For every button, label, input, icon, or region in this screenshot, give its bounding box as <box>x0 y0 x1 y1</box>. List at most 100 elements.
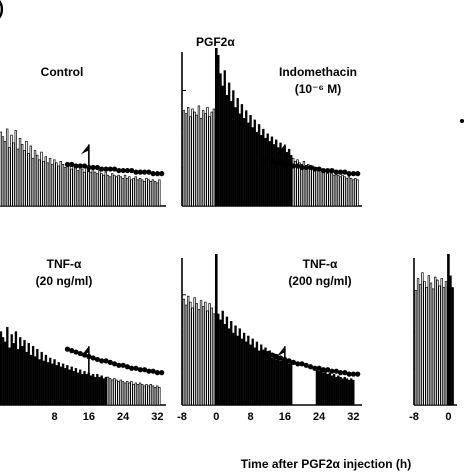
bar-open <box>89 171 92 207</box>
bar-solid <box>335 376 338 406</box>
panels: Control Indomethacin (10⁻⁶ M) 8 16 24 32 TNF-α (… <box>0 48 457 423</box>
marker-dot <box>111 166 118 172</box>
marker-dot <box>342 169 348 175</box>
bar-solid <box>51 363 54 406</box>
bar-open <box>197 309 201 406</box>
bar-solid <box>322 372 325 406</box>
bar-solid <box>89 375 93 406</box>
bar-open <box>134 382 137 406</box>
x-tick-label: 0 <box>445 411 451 423</box>
bar-open <box>25 140 28 207</box>
bar-solid <box>281 150 284 207</box>
bar-solid <box>249 344 252 406</box>
bar-open <box>324 170 327 207</box>
bar-open <box>326 173 329 207</box>
marker-dot <box>273 353 279 360</box>
bar-open <box>202 306 205 406</box>
bar-solid <box>74 368 78 406</box>
bar-open <box>197 105 201 207</box>
bar-open <box>206 310 209 406</box>
bar-solid <box>330 375 334 406</box>
bar-open <box>429 282 433 406</box>
bar-open <box>352 179 355 207</box>
bar-open <box>111 379 114 406</box>
marker-dot <box>133 365 139 371</box>
bar-open <box>31 157 35 207</box>
marker-dot <box>146 368 152 374</box>
bar-open <box>436 279 439 406</box>
bar-open <box>151 179 155 207</box>
bar-open <box>156 385 159 406</box>
marker-dot <box>154 370 161 376</box>
marker-dot <box>290 359 297 365</box>
bar-solid <box>328 372 331 406</box>
marker-dot <box>342 370 348 376</box>
marker-dot <box>346 171 352 177</box>
marker-dot <box>329 368 335 374</box>
bar-solid <box>66 365 69 406</box>
bar-open <box>187 295 190 406</box>
bar-solid <box>217 54 220 207</box>
bar-open <box>40 151 43 207</box>
marker-dot <box>316 365 322 371</box>
bar-solid <box>347 379 351 406</box>
bar-solid <box>230 321 233 406</box>
bar-open <box>104 171 107 207</box>
bar-solid <box>272 144 276 207</box>
bar-solid <box>59 366 63 406</box>
bar-open <box>304 165 308 207</box>
bar-solid <box>236 335 239 406</box>
bar-solid <box>287 148 291 207</box>
bar-open <box>81 168 84 207</box>
bar-open <box>108 176 112 207</box>
bar-solid <box>42 360 45 406</box>
marker-dot <box>69 348 75 354</box>
bar-open <box>98 170 101 207</box>
bar-open <box>123 174 127 207</box>
marker-dot <box>329 167 335 174</box>
panel-mid-middle: -8 0 8 16 24 32 TNF-α (200 ng/ml) <box>177 254 362 423</box>
bar-open <box>419 284 422 406</box>
bar-open <box>153 181 157 207</box>
marker-dot <box>307 164 314 171</box>
bar-open <box>212 108 216 207</box>
bar-open <box>294 160 297 207</box>
bar-open <box>14 130 17 207</box>
bar-open <box>134 176 137 207</box>
marker-dot <box>337 169 344 175</box>
bar-open <box>136 179 140 207</box>
x-tick-label: 16 <box>279 411 291 423</box>
bar-open <box>337 174 340 207</box>
bar-solid <box>55 365 58 406</box>
bar-solid <box>68 369 71 406</box>
x-tick-label: 24 <box>313 411 326 423</box>
marker-dot <box>69 161 75 168</box>
bar-solid <box>240 338 244 406</box>
bar-open <box>442 287 446 406</box>
bar-open <box>431 288 435 406</box>
bar-solid <box>104 376 108 406</box>
marker-dot <box>325 367 331 373</box>
bar-solid <box>14 331 18 406</box>
bar-solid <box>85 373 88 406</box>
bar-open <box>136 384 140 406</box>
bar-open <box>128 176 131 207</box>
marker-dot <box>137 367 143 373</box>
bar-solid <box>236 98 239 207</box>
bar-open <box>149 384 152 406</box>
marker-dot <box>269 158 275 164</box>
bar-solid <box>219 319 222 406</box>
bar-open <box>143 181 146 207</box>
bar-solid <box>36 348 39 406</box>
bar-solid <box>275 139 278 207</box>
marker-dot <box>103 166 109 172</box>
bar-solid <box>217 313 220 406</box>
bar-open <box>117 381 120 406</box>
bar-open <box>298 162 301 207</box>
marker-dot <box>64 161 71 168</box>
bar-solid <box>70 366 73 406</box>
marker-dot <box>269 352 275 358</box>
pgf2a-annotation: PGF2α <box>196 35 235 49</box>
bar-open <box>147 385 150 406</box>
